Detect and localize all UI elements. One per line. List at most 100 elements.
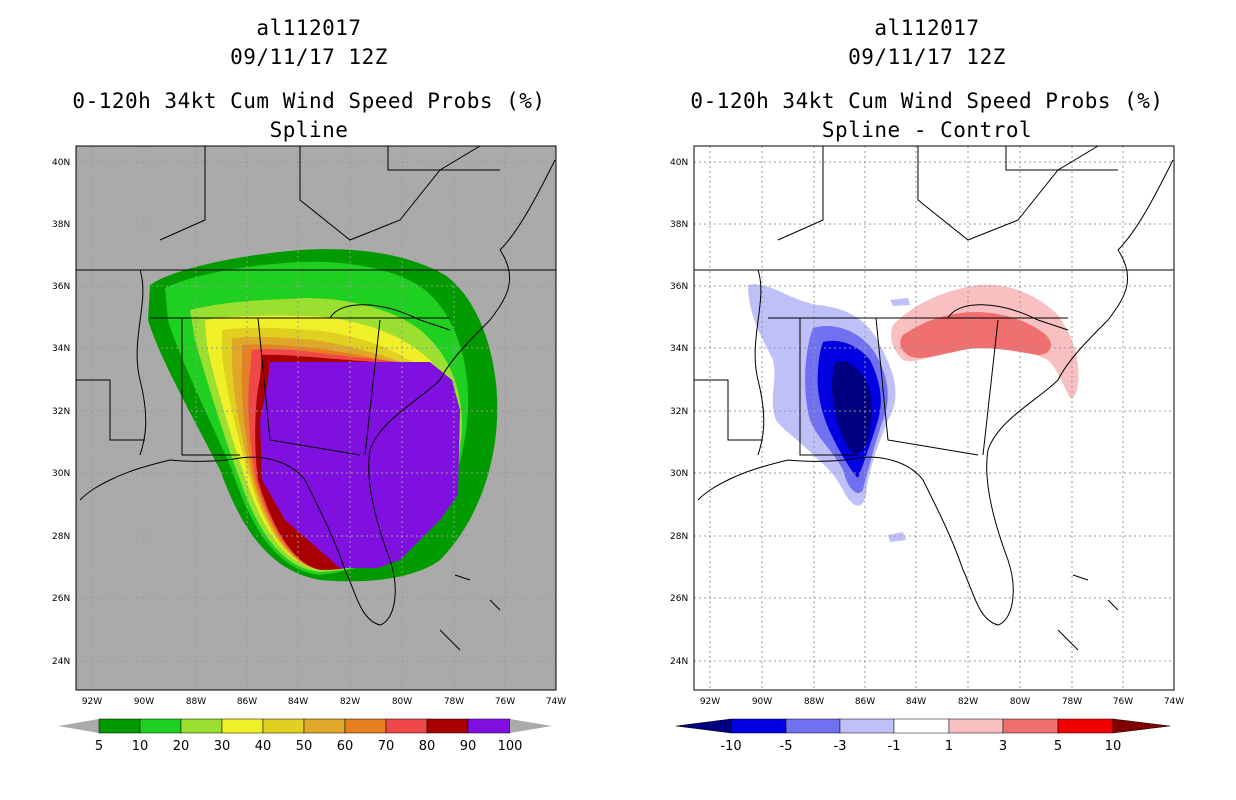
- colorbar-swatch: [839, 718, 895, 734]
- left-subtitle: Spline: [269, 118, 349, 142]
- left-lon-labels: 92W 90W 88W 86W 84W 82W 80W 78W 76W 74W: [82, 697, 566, 707]
- colorbar-swatch: [262, 718, 305, 734]
- colorbar-swatch: [893, 718, 950, 734]
- left-storm-id: al112017: [256, 16, 362, 40]
- lon-label: 88W: [804, 697, 824, 707]
- lon-label: 84W: [288, 697, 308, 707]
- colorbar-label: 1: [945, 739, 953, 754]
- lon-label: 86W: [237, 697, 257, 707]
- colorbar-label: 80: [419, 739, 436, 754]
- right-storm-id: al112017: [874, 16, 980, 40]
- lon-label: 86W: [855, 697, 875, 707]
- lat-label: 24N: [670, 657, 688, 667]
- colorbar-over-arrow: [510, 719, 552, 733]
- lon-label: 82W: [958, 697, 978, 707]
- lat-label: 34N: [670, 344, 688, 354]
- lon-label: 76W: [495, 697, 515, 707]
- colorbar-label: 5: [95, 739, 103, 754]
- colorbar-label: -1: [888, 739, 901, 754]
- right-datetime: 09/11/17 12Z: [848, 45, 1006, 69]
- lon-label: 92W: [82, 697, 102, 707]
- lon-label: 84W: [906, 697, 926, 707]
- prob-contour-100: [260, 362, 460, 568]
- colorbar-swatch: [344, 718, 387, 734]
- lat-label: 26N: [670, 594, 688, 604]
- lat-label: 26N: [52, 594, 70, 604]
- left-product-title: 0-120h 34kt Cum Wind Speed Probs (%): [72, 89, 546, 113]
- colorbar-label: 30: [214, 739, 231, 754]
- colorbar-swatch: [730, 718, 787, 734]
- left-map-figure: 40N 38N 36N 34N 32N 30N 28N 26N 24N 92W …: [52, 145, 566, 754]
- lon-label: 88W: [186, 697, 206, 707]
- lon-label: 78W: [1062, 697, 1082, 707]
- colorbar-swatch: [221, 718, 264, 734]
- lon-label: 80W: [392, 697, 412, 707]
- lat-label: 28N: [52, 532, 70, 542]
- colorbar-swatch: [98, 718, 141, 734]
- colorbar-label: 20: [173, 739, 190, 754]
- lat-label: 30N: [670, 469, 688, 479]
- colorbar-label: 40: [255, 739, 272, 754]
- lon-label: 90W: [752, 697, 772, 707]
- lat-label: 38N: [670, 220, 688, 230]
- lon-label: 92W: [700, 697, 720, 707]
- lat-label: 36N: [670, 282, 688, 292]
- lat-label: 36N: [52, 282, 70, 292]
- right-map-background: [694, 146, 1174, 690]
- colorbar-swatch: [426, 718, 469, 734]
- colorbar-label: 90: [460, 739, 477, 754]
- lon-label: 74W: [546, 697, 566, 707]
- right-subtitle: Spline - Control: [821, 118, 1033, 142]
- colorbar-swatch: [948, 718, 1004, 734]
- colorbar-label: 60: [337, 739, 354, 754]
- right-grid: [694, 146, 1174, 690]
- colorbar-swatch: [785, 718, 841, 734]
- colorbar-label: 3: [999, 739, 1007, 754]
- left-map-frame: [75, 145, 557, 691]
- right-lon-labels: 92W 90W 88W 86W 84W 82W 80W 78W 76W 74W: [700, 697, 1184, 707]
- left-colorbar: 5 10 20 30 40 50 60 70 80 90 100: [58, 718, 552, 754]
- lat-label: 34N: [52, 344, 70, 354]
- left-panel: al112017 09/11/17 12Z 0-120h 34kt Cum Wi…: [52, 16, 566, 754]
- lat-label: 28N: [670, 532, 688, 542]
- colorbar-swatch: [1057, 718, 1114, 734]
- colorbar-swatch: [385, 718, 428, 734]
- colorbar-label: 5: [1054, 739, 1062, 754]
- colorbar-label: 100: [498, 739, 523, 754]
- right-product-title: 0-120h 34kt Cum Wind Speed Probs (%): [690, 89, 1164, 113]
- colorbar-over-arrow: [1112, 718, 1171, 734]
- lat-label: 32N: [670, 407, 688, 417]
- right-panel: al112017 09/11/17 12Z 0-120h 34kt Cum Wi…: [618, 0, 1236, 800]
- lat-label: 32N: [52, 407, 70, 417]
- left-coastline-borders: [76, 146, 556, 651]
- lat-label: 30N: [52, 469, 70, 479]
- colorbar-swatch: [303, 718, 346, 734]
- colorbar-under-arrow: [675, 718, 732, 734]
- colorbar-swatch: [1002, 718, 1059, 734]
- right-difference-field: [748, 284, 1079, 542]
- lat-label: 40N: [670, 158, 688, 168]
- lon-label: 74W: [1164, 697, 1184, 707]
- colorbar-under-arrow: [58, 719, 99, 733]
- colorbar-label: 10: [1105, 739, 1122, 754]
- lat-label: 24N: [52, 657, 70, 667]
- colorbar-swatch: [180, 718, 223, 734]
- left-probability-field: [148, 249, 498, 582]
- right-map-frame: [693, 145, 1175, 691]
- colorbar-label: -10: [720, 739, 741, 754]
- diff-contour-neg1b: [888, 532, 906, 542]
- lon-label: 82W: [340, 697, 360, 707]
- right-lat-labels: 40N 38N 36N 34N 32N 30N 28N 26N 24N: [670, 158, 688, 667]
- diff-contour-pos3: [900, 312, 1052, 358]
- lon-label: 78W: [444, 697, 464, 707]
- colorbar-label: -5: [780, 739, 793, 754]
- diff-contour-neg1c: [890, 298, 910, 306]
- lat-label: 38N: [52, 220, 70, 230]
- right-colorbar: -10 -5 -3 -1 1 3 5 10: [675, 718, 1171, 754]
- left-lat-labels: 40N 38N 36N 34N 32N 30N 28N 26N 24N: [52, 158, 70, 667]
- colorbar-label: 50: [296, 739, 313, 754]
- lat-label: 40N: [52, 158, 70, 168]
- lon-label: 80W: [1010, 697, 1030, 707]
- left-grid: [76, 146, 556, 690]
- colorbar-swatch: [139, 718, 182, 734]
